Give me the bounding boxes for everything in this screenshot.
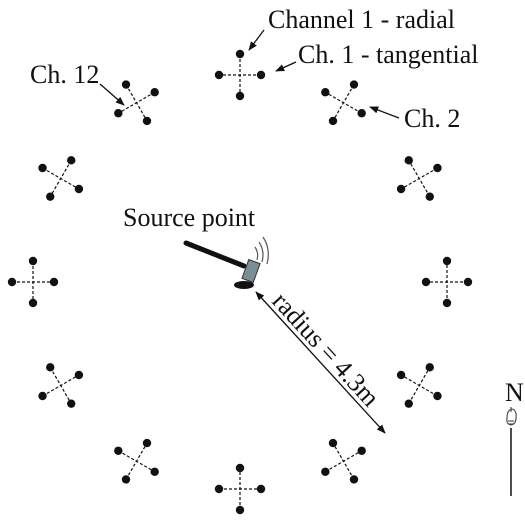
sensor-node: [235, 49, 245, 59]
sensor-node: [46, 192, 55, 201]
sensor-node: [235, 505, 245, 515]
sensor-node: [150, 88, 159, 97]
sensor-node: [46, 363, 55, 372]
sensor-node: [28, 298, 38, 308]
sensor-channel-3: [396, 156, 442, 201]
sensor-channel-7: [214, 463, 266, 515]
sensor-node: [349, 80, 359, 89]
sensor-channel-4: [421, 256, 473, 308]
source-arm: [183, 240, 247, 269]
sensor-node: [7, 277, 17, 287]
sensor-node: [235, 463, 245, 473]
sensor-node: [67, 399, 76, 408]
sensor-channel-11: [38, 156, 84, 201]
sensor-node: [442, 256, 452, 266]
sensor-node: [28, 256, 38, 266]
sensor-node: [150, 467, 159, 476]
sensor-node: [121, 475, 131, 484]
sensor-node: [321, 88, 330, 97]
sensor-node: [433, 163, 442, 173]
sensor-ring: [7, 49, 473, 515]
source-head: [241, 258, 261, 284]
sensor-node: [256, 70, 266, 80]
sound-waves-icon: [254, 236, 269, 265]
channel-12-label: Ch. 12: [30, 60, 99, 89]
sensor-node: [404, 156, 413, 165]
source-point-label: Source point: [123, 203, 256, 232]
sensor-axis: [118, 450, 155, 473]
sensor-node: [433, 391, 442, 401]
channel-12-pointer: [99, 83, 125, 106]
sensor-node: [114, 446, 123, 455]
sensor-node: [49, 277, 59, 287]
radius-measure-line: [255, 291, 386, 434]
sensor-channel-1: [214, 49, 266, 101]
channel-2-label: Ch. 2: [404, 104, 460, 133]
sensor-axis: [49, 367, 72, 404]
sensor-node: [214, 484, 224, 494]
sensor-node: [74, 184, 84, 194]
sensor-axis: [118, 91, 155, 114]
sensor-axis: [408, 367, 431, 404]
sensor-node: [74, 370, 84, 380]
channel-1-tangential-pointer: [275, 61, 297, 72]
radius-label: radius = 4.3m: [267, 286, 386, 412]
sensor-node: [404, 399, 413, 408]
sensor-axis: [325, 450, 362, 473]
sensor-channel-2: [321, 80, 366, 126]
sensor-node: [442, 298, 452, 308]
sensor-node: [396, 370, 406, 380]
sensor-node: [38, 163, 47, 173]
sensor-channel-6: [321, 438, 366, 484]
north-label: N: [505, 378, 524, 407]
sensor-node: [425, 363, 434, 372]
sensor-node: [235, 91, 245, 101]
sensor-node: [463, 277, 473, 287]
sensor-node: [425, 192, 434, 201]
source-base-marker: [234, 281, 254, 289]
sensor-node: [38, 391, 47, 401]
sensor-node: [256, 484, 266, 494]
sensor-channel-5: [396, 363, 442, 408]
sensor-node: [357, 109, 366, 118]
north-indicator: N: [505, 378, 524, 496]
channel-1-radial-label: Channel 1 - radial: [268, 5, 455, 34]
sensor-node: [121, 80, 131, 89]
sensor-node: [349, 475, 359, 484]
sensor-node: [357, 446, 366, 455]
sensor-node: [114, 109, 123, 118]
sensor-axis: [325, 91, 362, 114]
sensor-node: [142, 438, 152, 448]
sensor-channel-9: [38, 363, 84, 408]
source-emitter: [183, 236, 269, 289]
sensor-axis: [408, 160, 431, 197]
sensor-node: [421, 277, 431, 287]
sensor-node: [321, 467, 330, 476]
sensor-node: [328, 116, 338, 126]
sensor-channel-10: [7, 256, 59, 308]
sensor-node: [328, 438, 338, 448]
sensor-channel-12: [114, 80, 159, 126]
sensor-node: [214, 70, 224, 80]
sensor-axis: [49, 160, 72, 197]
sensor-node: [142, 116, 152, 126]
sensor-node: [396, 184, 406, 194]
channel-2-pointer: [369, 106, 400, 119]
sensor-node: [67, 156, 76, 165]
channel-1-tangential-label: Ch. 1 - tangential: [298, 40, 479, 69]
pointing-hand-icon: [506, 407, 517, 426]
channel-1-radial-pointer: [248, 29, 265, 51]
sensor-channel-8: [114, 438, 159, 484]
